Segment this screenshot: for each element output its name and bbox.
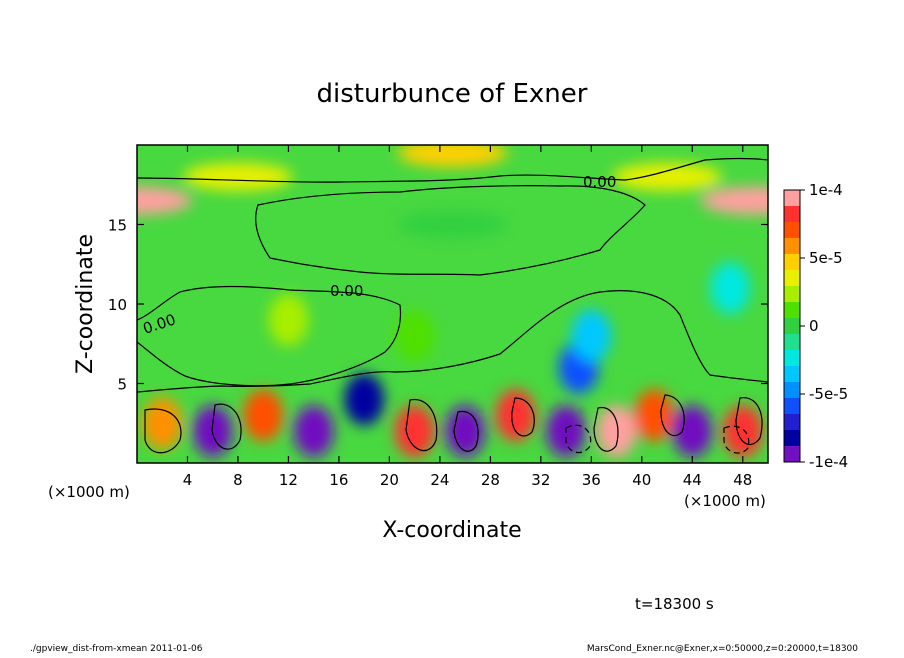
heatmap-region-7 — [394, 309, 435, 362]
x-tick-label-8: 36 — [582, 471, 601, 489]
colorbar-strip-4 — [784, 254, 800, 271]
x-tick-label-9: 40 — [632, 471, 651, 489]
colorbar: 1e-4 5e-5 0 -5e-5 -1e-4 — [783, 181, 848, 471]
heatmap-region-9 — [571, 309, 612, 362]
heatmap-field — [137, 145, 768, 458]
x-axis: 4 8 12 16 20 24 28 32 36 40 44 48 — [183, 145, 752, 489]
negative-contours — [565, 424, 750, 454]
y-axis: 5 10 15 — [108, 217, 768, 394]
x-tick-label-3: 16 — [329, 471, 348, 489]
zero-contours — [137, 157, 768, 454]
x-tick-label-10: 44 — [683, 471, 702, 489]
y-tick-label-0: 5 — [117, 376, 127, 394]
heatmap-region-3 — [700, 186, 768, 215]
y-tick-label-2: 15 — [108, 217, 127, 235]
heatmap-region-5 — [397, 210, 508, 239]
contour-label-mid: 0.00 — [330, 282, 363, 300]
colorbar-strip-15 — [784, 430, 800, 447]
colorbar-strips — [784, 190, 800, 463]
colorbar-tick-label-0: 1e-4 — [809, 181, 843, 199]
heatmap-region-1 — [612, 162, 723, 191]
x-tick-label-6: 28 — [481, 471, 500, 489]
heatmap-region-6 — [268, 293, 309, 346]
heatmap-region-18 — [495, 389, 536, 442]
colorbar-strip-12 — [784, 382, 800, 399]
x-tick-label-2: 12 — [279, 471, 298, 489]
x-tick-label-7: 32 — [531, 471, 550, 489]
heatmap-region-16 — [394, 405, 435, 458]
colorbar-strip-1 — [784, 206, 800, 223]
chart-title: disturbunce of Exner — [317, 79, 588, 109]
heatmap-region-22 — [672, 405, 713, 458]
heatmap-region-4 — [397, 145, 508, 167]
x-tick-label-4: 20 — [380, 471, 399, 489]
colorbar-strip-11 — [784, 366, 800, 383]
colorbar-strip-3 — [784, 238, 800, 255]
colorbar-strip-9 — [784, 334, 800, 351]
x-tick-label-11: 48 — [733, 471, 752, 489]
colorbar-tick-label-2: 0 — [809, 317, 819, 335]
heatmap-region-17 — [445, 405, 486, 458]
colorbar-tick-label-3: -5e-5 — [809, 385, 848, 403]
colorbar-strip-2 — [784, 222, 800, 239]
x-tick-label-0: 4 — [183, 471, 193, 489]
footer-right: MarsCond_Exner.nc@Exner,x=0:50000,z=0:20… — [587, 644, 858, 654]
plot-area: 0.00 0.00 0.00 — [136, 144, 769, 464]
x-tick-label-5: 24 — [430, 471, 449, 489]
colorbar-strip-7 — [784, 302, 800, 319]
colorbar-ticks: 1e-4 5e-5 0 -5e-5 -1e-4 — [800, 181, 848, 471]
x-unit-label: (×1000 m) — [48, 483, 130, 501]
heatmap-region-10 — [710, 262, 751, 315]
x-axis-label: X-coordinate — [382, 518, 521, 543]
y-axis-label: Z-coordinate — [73, 234, 98, 374]
colorbar-strip-0 — [784, 190, 800, 207]
contour-label-top: 0.00 — [583, 173, 616, 191]
colorbar-strip-16 — [784, 446, 800, 463]
heatmap-region-2 — [137, 186, 192, 215]
y-tick-label-1: 10 — [108, 296, 127, 314]
x-unit-label-right: (×1000 m) — [684, 492, 766, 510]
heatmap-region-11 — [142, 397, 183, 450]
heatmap-region-14 — [293, 405, 334, 458]
colorbar-strip-6 — [784, 286, 800, 303]
heatmap-region-20 — [596, 405, 637, 458]
footer-left: ./gpview_dist-from-xmean 2011-01-06 — [30, 644, 203, 654]
colorbar-strip-14 — [784, 414, 800, 431]
colorbar-strip-8 — [784, 318, 800, 335]
time-label: t=18300 s — [635, 595, 714, 613]
x-tick-label-1: 8 — [233, 471, 243, 489]
colorbar-strip-10 — [784, 350, 800, 367]
colorbar-strip-13 — [784, 398, 800, 415]
colorbar-tick-label-1: 5e-5 — [809, 249, 843, 267]
colorbar-tick-label-4: -1e-4 — [809, 453, 848, 471]
heatmap-region-15 — [344, 373, 385, 426]
heatmap-region-0 — [182, 162, 293, 191]
colorbar-strip-5 — [784, 270, 800, 287]
heatmap-region-13 — [243, 389, 284, 442]
